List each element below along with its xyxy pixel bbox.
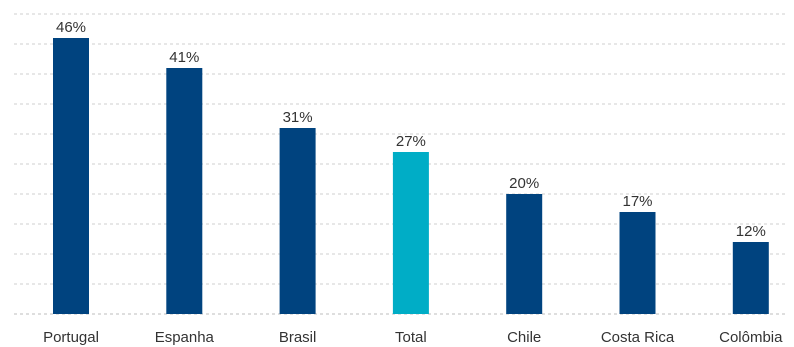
category-label: Portugal — [43, 329, 99, 346]
category-label: Chile — [507, 329, 541, 346]
category-label: Colômbia — [719, 329, 783, 346]
bar-total — [392, 152, 429, 314]
bar-espanha — [166, 68, 203, 314]
value-label: 20% — [509, 175, 539, 192]
value-label: 27% — [396, 133, 426, 150]
bar-chile — [506, 194, 543, 314]
value-labels: 46% 41% 31% 27% 20% 17% 12% — [56, 19, 766, 240]
category-label: Espanha — [155, 329, 215, 346]
value-label: 17% — [622, 193, 652, 210]
bar-brasil — [279, 128, 316, 314]
category-label: Costa Rica — [601, 329, 675, 346]
bar-colômbia — [732, 242, 769, 314]
bar-portugal — [53, 38, 89, 314]
bars — [53, 38, 769, 314]
category-label: Brasil — [279, 329, 317, 346]
value-label: 31% — [283, 109, 313, 126]
value-label: 46% — [56, 19, 86, 36]
value-label: 12% — [736, 223, 766, 240]
bar-costa-rica — [619, 212, 656, 314]
category-labels: Portugal Espanha Brasil Total Chile Costa Ric… — [43, 329, 783, 346]
category-label: Total — [395, 329, 427, 346]
value-label: 41% — [169, 49, 199, 66]
